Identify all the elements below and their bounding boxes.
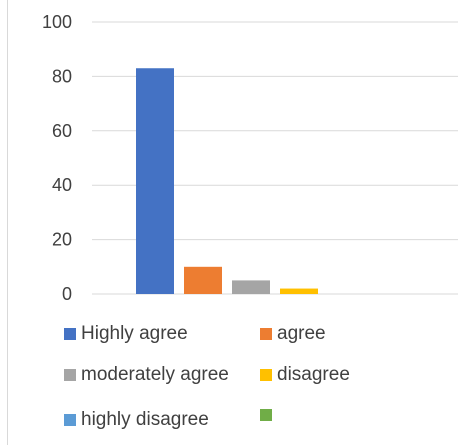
legend-label: Highly agree: [81, 323, 188, 344]
chart-left-border: [7, 0, 8, 445]
legend-label: moderately agree: [81, 364, 229, 385]
legend-swatch: [64, 328, 76, 340]
bar-agree: [184, 266, 222, 294]
legend-item: disagree: [260, 364, 350, 386]
legend-label: highly disagree: [81, 409, 209, 430]
legend-label: disagree: [277, 364, 350, 385]
legend-item: [260, 409, 277, 421]
legend-label: agree: [277, 323, 326, 344]
legend-swatch: [260, 328, 272, 340]
legend-item: Highly agree: [64, 323, 188, 345]
legend-item: moderately agree: [64, 364, 229, 386]
legend-item: highly disagree: [64, 409, 209, 431]
legend-item: agree: [260, 323, 326, 345]
y-tick-label: 40: [52, 175, 72, 195]
legend-swatch: [260, 369, 272, 381]
y-tick-label: 100: [42, 12, 72, 32]
y-tick-label: 20: [52, 230, 72, 250]
bar-highly-agree: [136, 68, 174, 295]
y-tick-label: 60: [52, 121, 72, 141]
bar-moderately-agree: [232, 280, 270, 294]
bar-disagree: [280, 288, 318, 294]
legend-swatch: [64, 414, 76, 426]
y-tick-label: 80: [52, 66, 72, 86]
legend-swatch: [260, 409, 272, 421]
y-tick-label: 0: [62, 284, 72, 304]
legend-swatch: [64, 369, 76, 381]
